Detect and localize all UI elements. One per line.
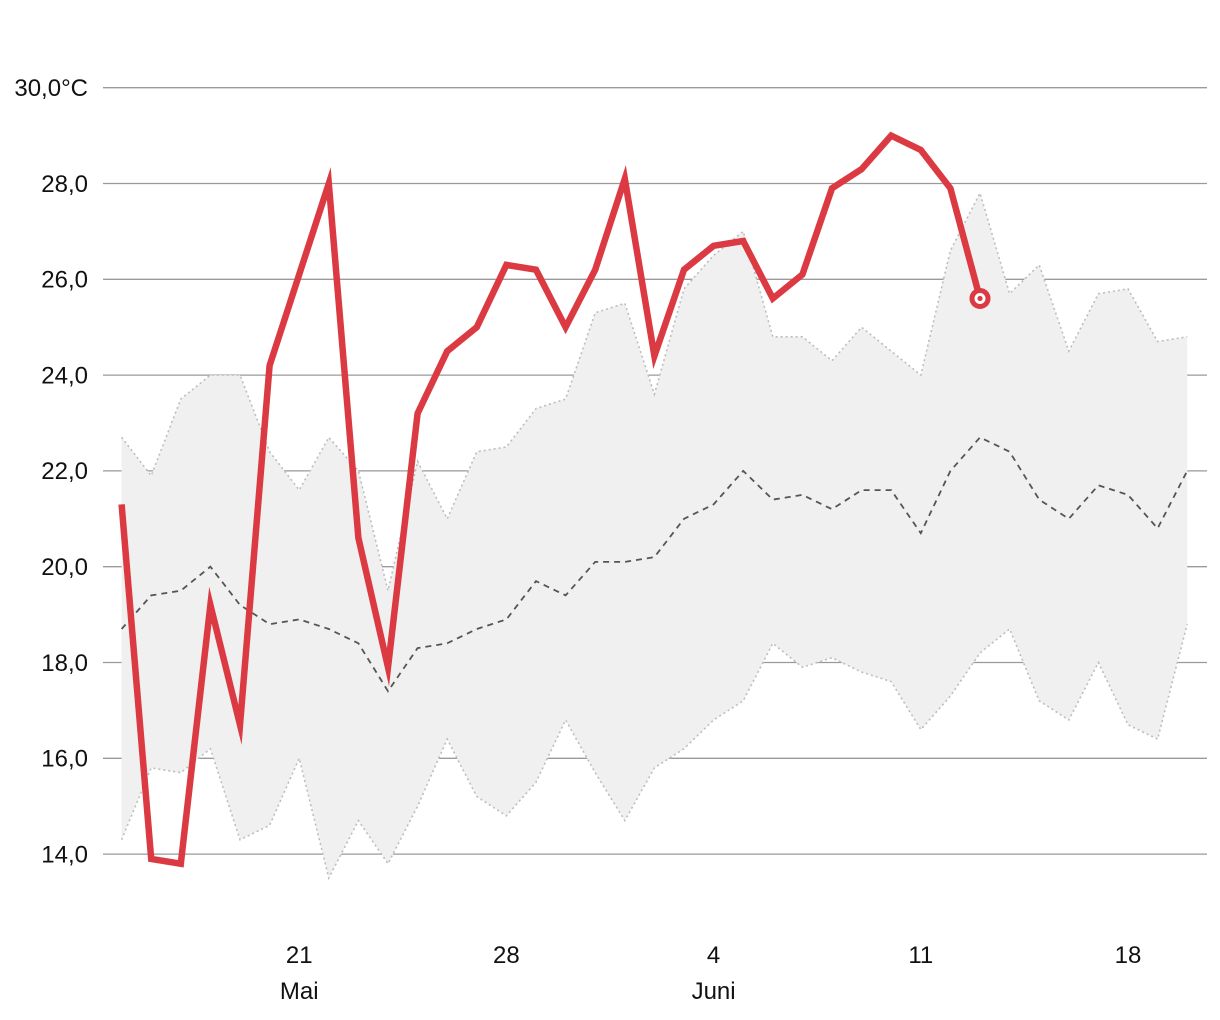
range-band-area [121,193,1188,879]
y-tick-label: 28,0 [41,171,88,198]
y-tick-label: 30,0°C [14,75,88,102]
y-tick-label: 14,0 [41,841,88,868]
y-tick-label: 22,0 [41,458,88,485]
last-value-marker-dot [977,295,983,302]
range-upper-line [120,190,1188,591]
y-tick-label: 18,0 [41,650,88,677]
y-tick-label: 20,0 [41,554,88,581]
x-tick-label: 11 [908,942,933,969]
y-tick-label: 26,0 [41,267,88,294]
x-tick-label: 18 [1115,942,1142,969]
x-tick-label: 21 [286,942,313,969]
x-month-label: Mai [280,978,319,1005]
x-month-label: Juni [692,978,736,1005]
x-tick-label: 4 [707,942,720,969]
x-tick-labels: 21 Mai 28 4 Juni 11 18 [280,942,1141,1005]
x-tick-label: 28 [493,942,520,969]
range-lower-line [120,623,1188,881]
y-tick-label: 16,0 [41,746,88,773]
y-tick-label: 24,0 [41,362,88,389]
observed-series [118,131,991,868]
y-tick-labels: 30,0°C 28,0 26,0 24,0 22,0 20,0 18,0 16,0 14,0 [14,75,88,868]
range-band [120,190,1188,881]
observed-line [118,131,984,868]
